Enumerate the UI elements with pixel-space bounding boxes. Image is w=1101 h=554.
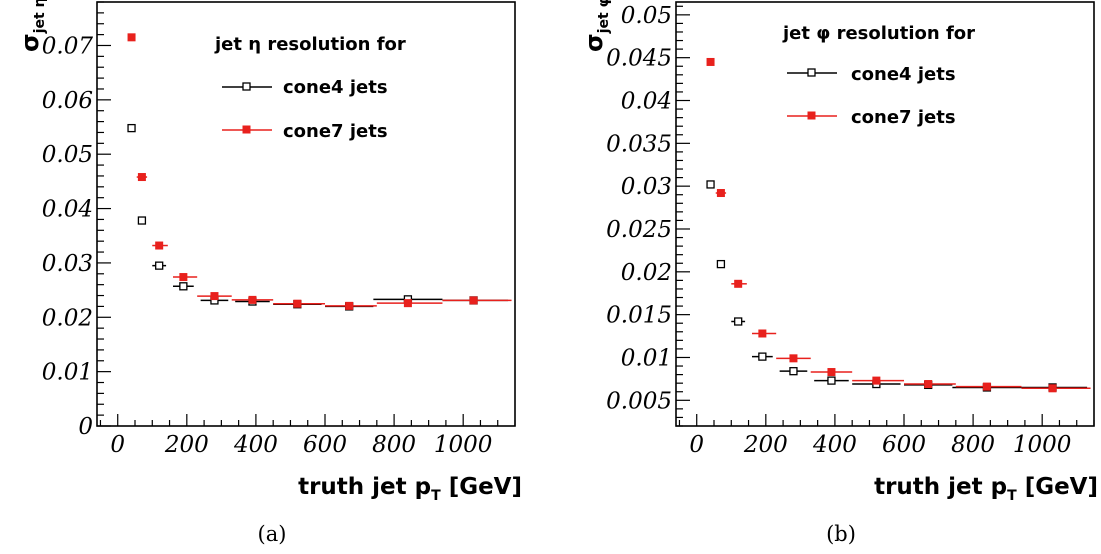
cone4-point <box>734 317 743 326</box>
cone4-point <box>127 123 136 133</box>
legend-marker-cone4 <box>242 82 251 91</box>
plot-frame <box>96 1 516 427</box>
tick-labels: 0 200 400 600 800 1000 0.005 0.01 0.015 0.02 0.025… <box>606 3 1071 458</box>
legend-marker-cone4 <box>807 68 816 77</box>
y-axis-title: σjet φ <box>580 0 612 52</box>
x-tick-label: 200 <box>743 432 788 458</box>
data-marks <box>127 33 512 311</box>
y-tick-label: 0.035 <box>606 131 672 157</box>
legend-label-cone4: cone4 jets <box>851 64 956 85</box>
cone4-point <box>179 282 188 291</box>
x-tick-label: 1000 <box>1013 432 1072 458</box>
y-tick-label: 0.07 <box>42 33 94 59</box>
cone7-point <box>403 299 412 308</box>
y-tick-label: 0.01 <box>42 360 93 386</box>
cone7-point <box>924 380 933 389</box>
cone7-point <box>789 354 798 363</box>
cone7-point <box>137 173 146 182</box>
legend-marker-cone7 <box>807 111 816 120</box>
legend-label-cone7: cone7 jets <box>283 121 388 142</box>
x-axis-unit: [GeV] <box>449 474 522 500</box>
cone7-point <box>345 301 354 310</box>
y-tick-label: 0.03 <box>621 174 672 200</box>
cone4-point <box>137 216 147 225</box>
cone7-point <box>210 292 219 301</box>
x-axis-main: truth jet p <box>298 474 431 500</box>
cone7-point <box>716 189 725 198</box>
y-tick-label: 0.02 <box>621 260 672 286</box>
panel-b: 0 200 400 600 800 1000 0.005 0.01 0.015 0.02 0.025… <box>580 0 1098 546</box>
cone7-point <box>1048 384 1057 393</box>
legend-title: jet φ resolution for <box>782 23 975 44</box>
x-axis-title: truth jet pT [GeV] <box>298 474 522 504</box>
y-axis-subscript: jet φ <box>596 0 612 34</box>
cone4-point <box>155 261 164 270</box>
axis-ticks <box>676 5 1095 427</box>
y-tick-label: 0.005 <box>606 388 672 414</box>
x-tick-label: 0 <box>689 432 704 458</box>
y-axis-symbol: σ <box>580 33 608 52</box>
cone7-point <box>127 33 136 42</box>
panel-a: 0 200 400 600 800 1000 0 0.01 0.02 0.03 0.04 0.05 0.… <box>16 0 522 546</box>
cone7-point <box>758 329 767 338</box>
y-tick-label: 0.04 <box>621 89 672 115</box>
cone4-point <box>706 180 715 189</box>
x-tick-label: 1000 <box>434 432 493 458</box>
plot-frame <box>675 1 1095 427</box>
x-tick-label: 600 <box>303 432 347 458</box>
y-tick-label: 0.015 <box>606 303 672 329</box>
cone7-point <box>982 382 991 391</box>
x-tick-label: 0 <box>110 432 125 458</box>
x-tick-label: 800 <box>372 432 416 458</box>
cone7-point <box>469 296 478 305</box>
y-axis-title: σjet η <box>16 0 48 52</box>
legend-label-cone7: cone7 jets <box>851 107 956 128</box>
y-tick-label: 0.01 <box>621 345 672 371</box>
x-axis-unit: [GeV] <box>1025 474 1098 500</box>
x-axis-main: truth jet p <box>874 474 1007 500</box>
cone7-point <box>179 273 188 282</box>
panel-caption: (b) <box>826 522 856 546</box>
data-marks <box>706 57 1091 393</box>
cone4-point <box>758 352 767 361</box>
cone7-point <box>706 57 715 66</box>
cone7-point <box>872 376 881 385</box>
legend-title: jet η resolution for <box>214 34 406 55</box>
x-tick-label: 600 <box>882 432 926 458</box>
y-tick-label: 0.025 <box>606 217 672 243</box>
y-tick-label: 0.05 <box>621 3 672 29</box>
cone7-point <box>734 279 743 288</box>
x-tick-label: 800 <box>951 432 995 458</box>
y-tick-label: 0.04 <box>42 197 93 223</box>
y-tick-label: 0.02 <box>42 305 93 331</box>
legend-label-cone4: cone4 jets <box>283 77 388 98</box>
cone7-point <box>293 299 302 308</box>
cone4-point <box>789 367 798 376</box>
y-axis-subscript: jet η <box>32 0 48 34</box>
y-tick-label: 0.06 <box>42 88 93 114</box>
x-axis-subscript: T <box>1007 488 1017 504</box>
axis-ticks <box>97 1 516 427</box>
cone7-point <box>827 368 836 377</box>
x-tick-label: 400 <box>233 432 278 458</box>
x-tick-label: 200 <box>164 432 209 458</box>
legend-marker-cone7 <box>242 125 251 134</box>
legend: jet η resolution for cone4 jets cone7 je… <box>214 34 406 142</box>
y-axis-symbol: σ <box>16 33 44 52</box>
panel-caption: (a) <box>258 522 287 546</box>
legend: jet φ resolution for cone4 jets cone7 je… <box>782 23 975 128</box>
cone7-point <box>248 295 257 304</box>
y-tick-label: 0.05 <box>42 142 93 168</box>
y-tick-label: 0.03 <box>42 251 93 277</box>
cone7-point <box>155 241 164 250</box>
cone4-point <box>716 259 726 269</box>
x-axis-title: truth jet pT [GeV] <box>874 474 1098 504</box>
y-tick-label: 0 <box>78 414 93 440</box>
x-axis-subscript: T <box>431 488 441 504</box>
x-tick-label: 400 <box>812 432 857 458</box>
cone4-point <box>827 376 836 385</box>
tick-labels: 0 200 400 600 800 1000 0 0.01 0.02 0.03 0.04 0.05 0.… <box>42 33 493 458</box>
y-tick-label: 0.045 <box>606 46 672 72</box>
